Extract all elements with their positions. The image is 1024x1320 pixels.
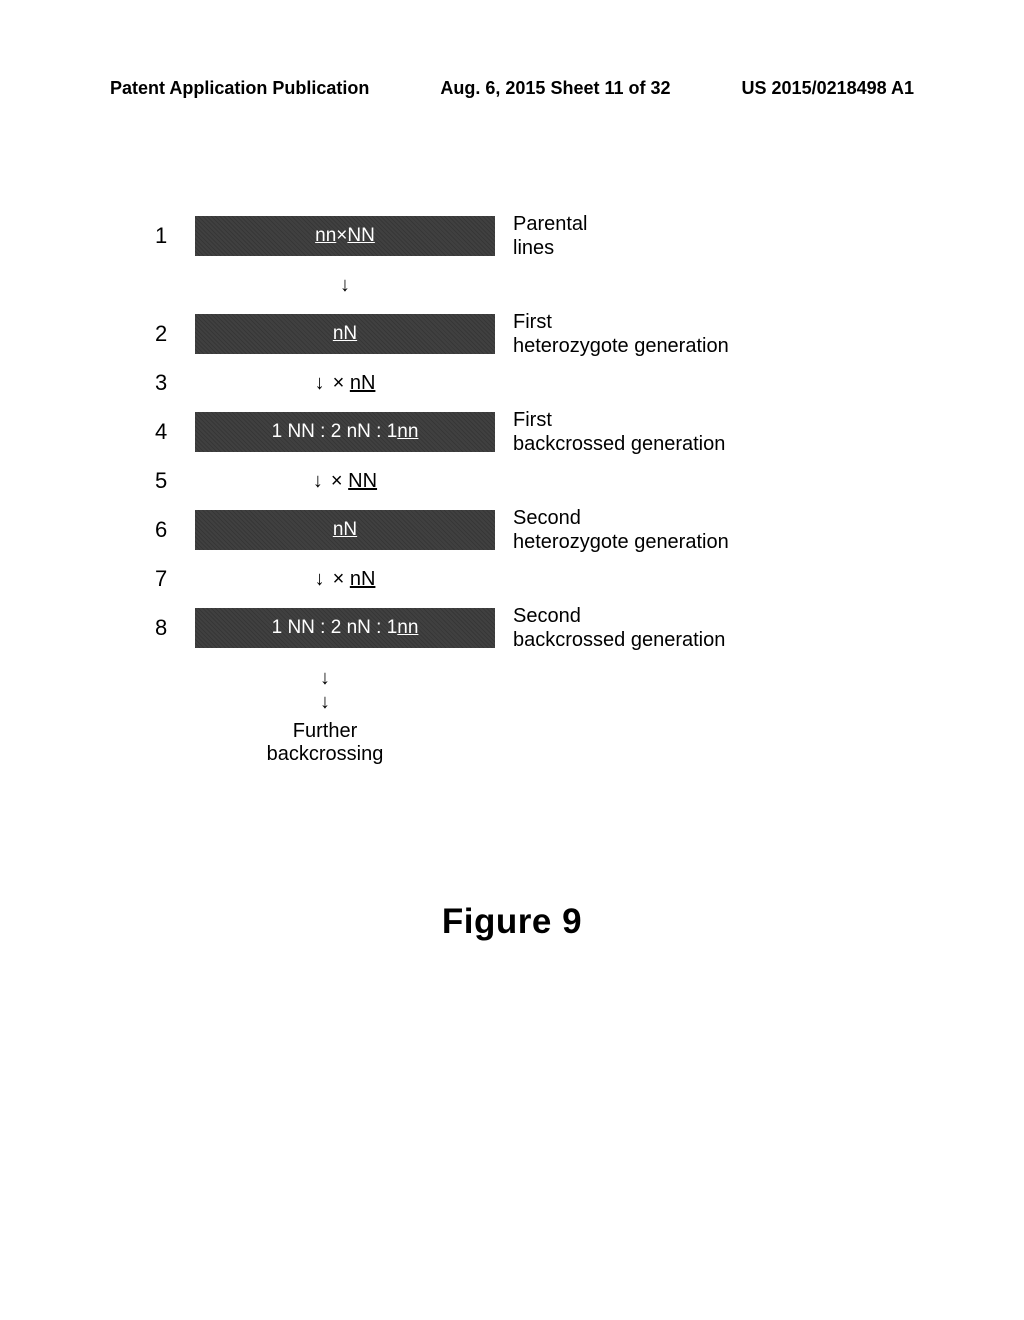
ratio-underline: nn bbox=[397, 617, 418, 639]
cross-genotype: nN bbox=[350, 372, 376, 394]
desc-line-2: heterozygote generation bbox=[513, 530, 729, 554]
desc-line-2: backcrossed generation bbox=[513, 628, 725, 652]
step-description: Parental lines bbox=[513, 212, 588, 260]
diagram-row: 4 1 NN : 2 nN : 1 nn First backcrossed g… bbox=[155, 406, 875, 458]
further-backcrossing: Further backcrossing bbox=[155, 720, 495, 766]
header-left: Patent Application Publication bbox=[110, 78, 369, 99]
step-number: 5 bbox=[155, 468, 195, 494]
down-arrow-icon: ↓ bbox=[340, 274, 350, 297]
cross-label: × nN bbox=[333, 568, 376, 591]
cross-genotype: nN bbox=[350, 568, 376, 590]
diagram-row: 1 nn × NN Parental lines bbox=[155, 210, 875, 262]
arrow-cell: ↓ bbox=[195, 274, 495, 297]
desc-line-1: Second bbox=[513, 604, 725, 628]
genotype-box: 1 NN : 2 nN : 1 nn bbox=[195, 412, 495, 452]
step-number: 4 bbox=[155, 419, 195, 445]
desc-line-1: First bbox=[513, 408, 725, 432]
cross-prefix: × bbox=[333, 568, 350, 590]
genotype-box: nN bbox=[195, 314, 495, 354]
down-arrow-icon: ↓ bbox=[155, 666, 495, 690]
diagram-row: ↓ bbox=[155, 264, 875, 306]
step-number: 8 bbox=[155, 615, 195, 641]
arrow-cell: ↓ × NN bbox=[195, 470, 495, 493]
desc-line-2: lines bbox=[513, 236, 588, 260]
down-arrow-icon: ↓ bbox=[315, 372, 325, 395]
page-header: Patent Application Publication Aug. 6, 2… bbox=[110, 78, 914, 99]
diagram-row: 7 ↓ × nN bbox=[155, 558, 875, 600]
diagram-row: 3 ↓ × nN bbox=[155, 362, 875, 404]
arrow-cell: ↓ × nN bbox=[195, 568, 495, 591]
cross-genotype: NN bbox=[348, 470, 377, 492]
genotype-box: 1 NN : 2 nN : 1 nn bbox=[195, 608, 495, 648]
step-description: First heterozygote generation bbox=[513, 310, 729, 358]
header-right: US 2015/0218498 A1 bbox=[742, 78, 914, 99]
further-line-2: backcrossing bbox=[155, 743, 495, 766]
down-arrow-icon: ↓ bbox=[313, 470, 323, 493]
step-description: Second heterozygote generation bbox=[513, 506, 729, 554]
diagram-row: 5 ↓ × NN bbox=[155, 460, 875, 502]
genotype-right: NN bbox=[347, 225, 374, 247]
diagram-row: 6 nN Second heterozygote generation bbox=[155, 504, 875, 556]
genotype-mid: nN bbox=[333, 323, 357, 345]
further-line-1: Further bbox=[155, 720, 495, 743]
desc-line-1: First bbox=[513, 310, 729, 334]
step-description: Second backcrossed generation bbox=[513, 604, 725, 652]
figure-label: Figure 9 bbox=[0, 902, 1024, 942]
step-description: First backcrossed generation bbox=[513, 408, 725, 456]
breeding-diagram: 1 nn × NN Parental lines ↓ 2 nN First he… bbox=[155, 210, 875, 766]
down-arrow-icon: ↓ bbox=[315, 568, 325, 591]
cross-symbol: × bbox=[336, 225, 347, 247]
further-arrows: ↓ ↓ bbox=[155, 666, 495, 714]
step-number: 1 bbox=[155, 223, 195, 249]
step-number: 2 bbox=[155, 321, 195, 347]
step-number: 3 bbox=[155, 370, 195, 396]
genotype-left: nn bbox=[315, 225, 336, 247]
cross-label: × NN bbox=[331, 470, 377, 493]
desc-line-2: backcrossed generation bbox=[513, 432, 725, 456]
ratio-text: 1 NN : 2 nN : 1 bbox=[272, 421, 398, 443]
arrow-cell: ↓ × nN bbox=[195, 372, 495, 395]
cross-label: × nN bbox=[333, 372, 376, 395]
desc-line-2: heterozygote generation bbox=[513, 334, 729, 358]
ratio-text: 1 NN : 2 nN : 1 bbox=[272, 617, 398, 639]
step-number: 6 bbox=[155, 517, 195, 543]
genotype-box: nn × NN bbox=[195, 216, 495, 256]
ratio-underline: nn bbox=[397, 421, 418, 443]
desc-line-1: Second bbox=[513, 506, 729, 530]
desc-line-1: Parental bbox=[513, 212, 588, 236]
diagram-row: 2 nN First heterozygote generation bbox=[155, 308, 875, 360]
genotype-box: nN bbox=[195, 510, 495, 550]
genotype-mid: nN bbox=[333, 519, 357, 541]
cross-prefix: × bbox=[331, 470, 348, 492]
header-center: Aug. 6, 2015 Sheet 11 of 32 bbox=[440, 78, 670, 99]
diagram-row: 8 1 NN : 2 nN : 1 nn Second backcrossed … bbox=[155, 602, 875, 654]
cross-prefix: × bbox=[333, 372, 350, 394]
step-number: 7 bbox=[155, 566, 195, 592]
down-arrow-icon: ↓ bbox=[155, 690, 495, 714]
